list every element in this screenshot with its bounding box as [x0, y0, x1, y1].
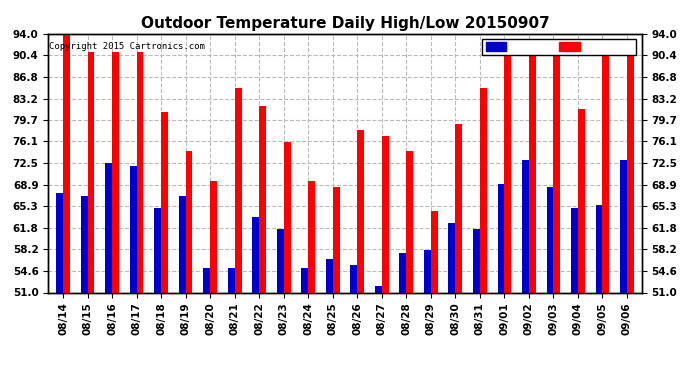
Bar: [620, 160, 627, 292]
Bar: [161, 112, 168, 292]
Bar: [284, 142, 290, 292]
Bar: [400, 254, 406, 292]
Bar: [578, 109, 585, 292]
Bar: [186, 151, 193, 292]
Bar: [522, 160, 529, 292]
Bar: [277, 230, 284, 292]
Bar: [473, 230, 480, 292]
Bar: [595, 205, 602, 292]
Bar: [81, 196, 88, 292]
Bar: [455, 124, 462, 292]
Bar: [424, 251, 431, 292]
Bar: [259, 106, 266, 292]
Bar: [480, 88, 486, 292]
Bar: [602, 55, 609, 292]
Bar: [448, 223, 455, 292]
Bar: [63, 34, 70, 292]
Bar: [357, 130, 364, 292]
Bar: [497, 184, 504, 292]
Bar: [546, 187, 553, 292]
Bar: [529, 49, 535, 292]
Bar: [302, 268, 308, 292]
Bar: [112, 52, 119, 292]
Title: Outdoor Temperature Daily High/Low 20150907: Outdoor Temperature Daily High/Low 20150…: [141, 16, 549, 31]
Bar: [308, 181, 315, 292]
Bar: [179, 196, 186, 292]
Bar: [333, 187, 339, 292]
Bar: [210, 181, 217, 292]
Bar: [204, 268, 210, 292]
Bar: [137, 52, 144, 292]
Bar: [571, 208, 578, 292]
Bar: [88, 52, 95, 292]
Bar: [627, 40, 634, 292]
Bar: [105, 163, 112, 292]
Bar: [431, 211, 437, 292]
Bar: [326, 260, 333, 292]
Bar: [155, 208, 161, 292]
Bar: [553, 55, 560, 292]
Bar: [382, 136, 388, 292]
Bar: [253, 217, 259, 292]
Text: Copyright 2015 Cartronics.com: Copyright 2015 Cartronics.com: [50, 42, 206, 51]
Bar: [406, 151, 413, 292]
Bar: [351, 266, 357, 292]
Bar: [130, 166, 137, 292]
Bar: [56, 193, 63, 292]
Bar: [228, 268, 235, 292]
Bar: [235, 88, 242, 292]
Legend: Low  (°F), High  (°F): Low (°F), High (°F): [482, 39, 636, 56]
Bar: [504, 49, 511, 292]
Bar: [375, 286, 382, 292]
